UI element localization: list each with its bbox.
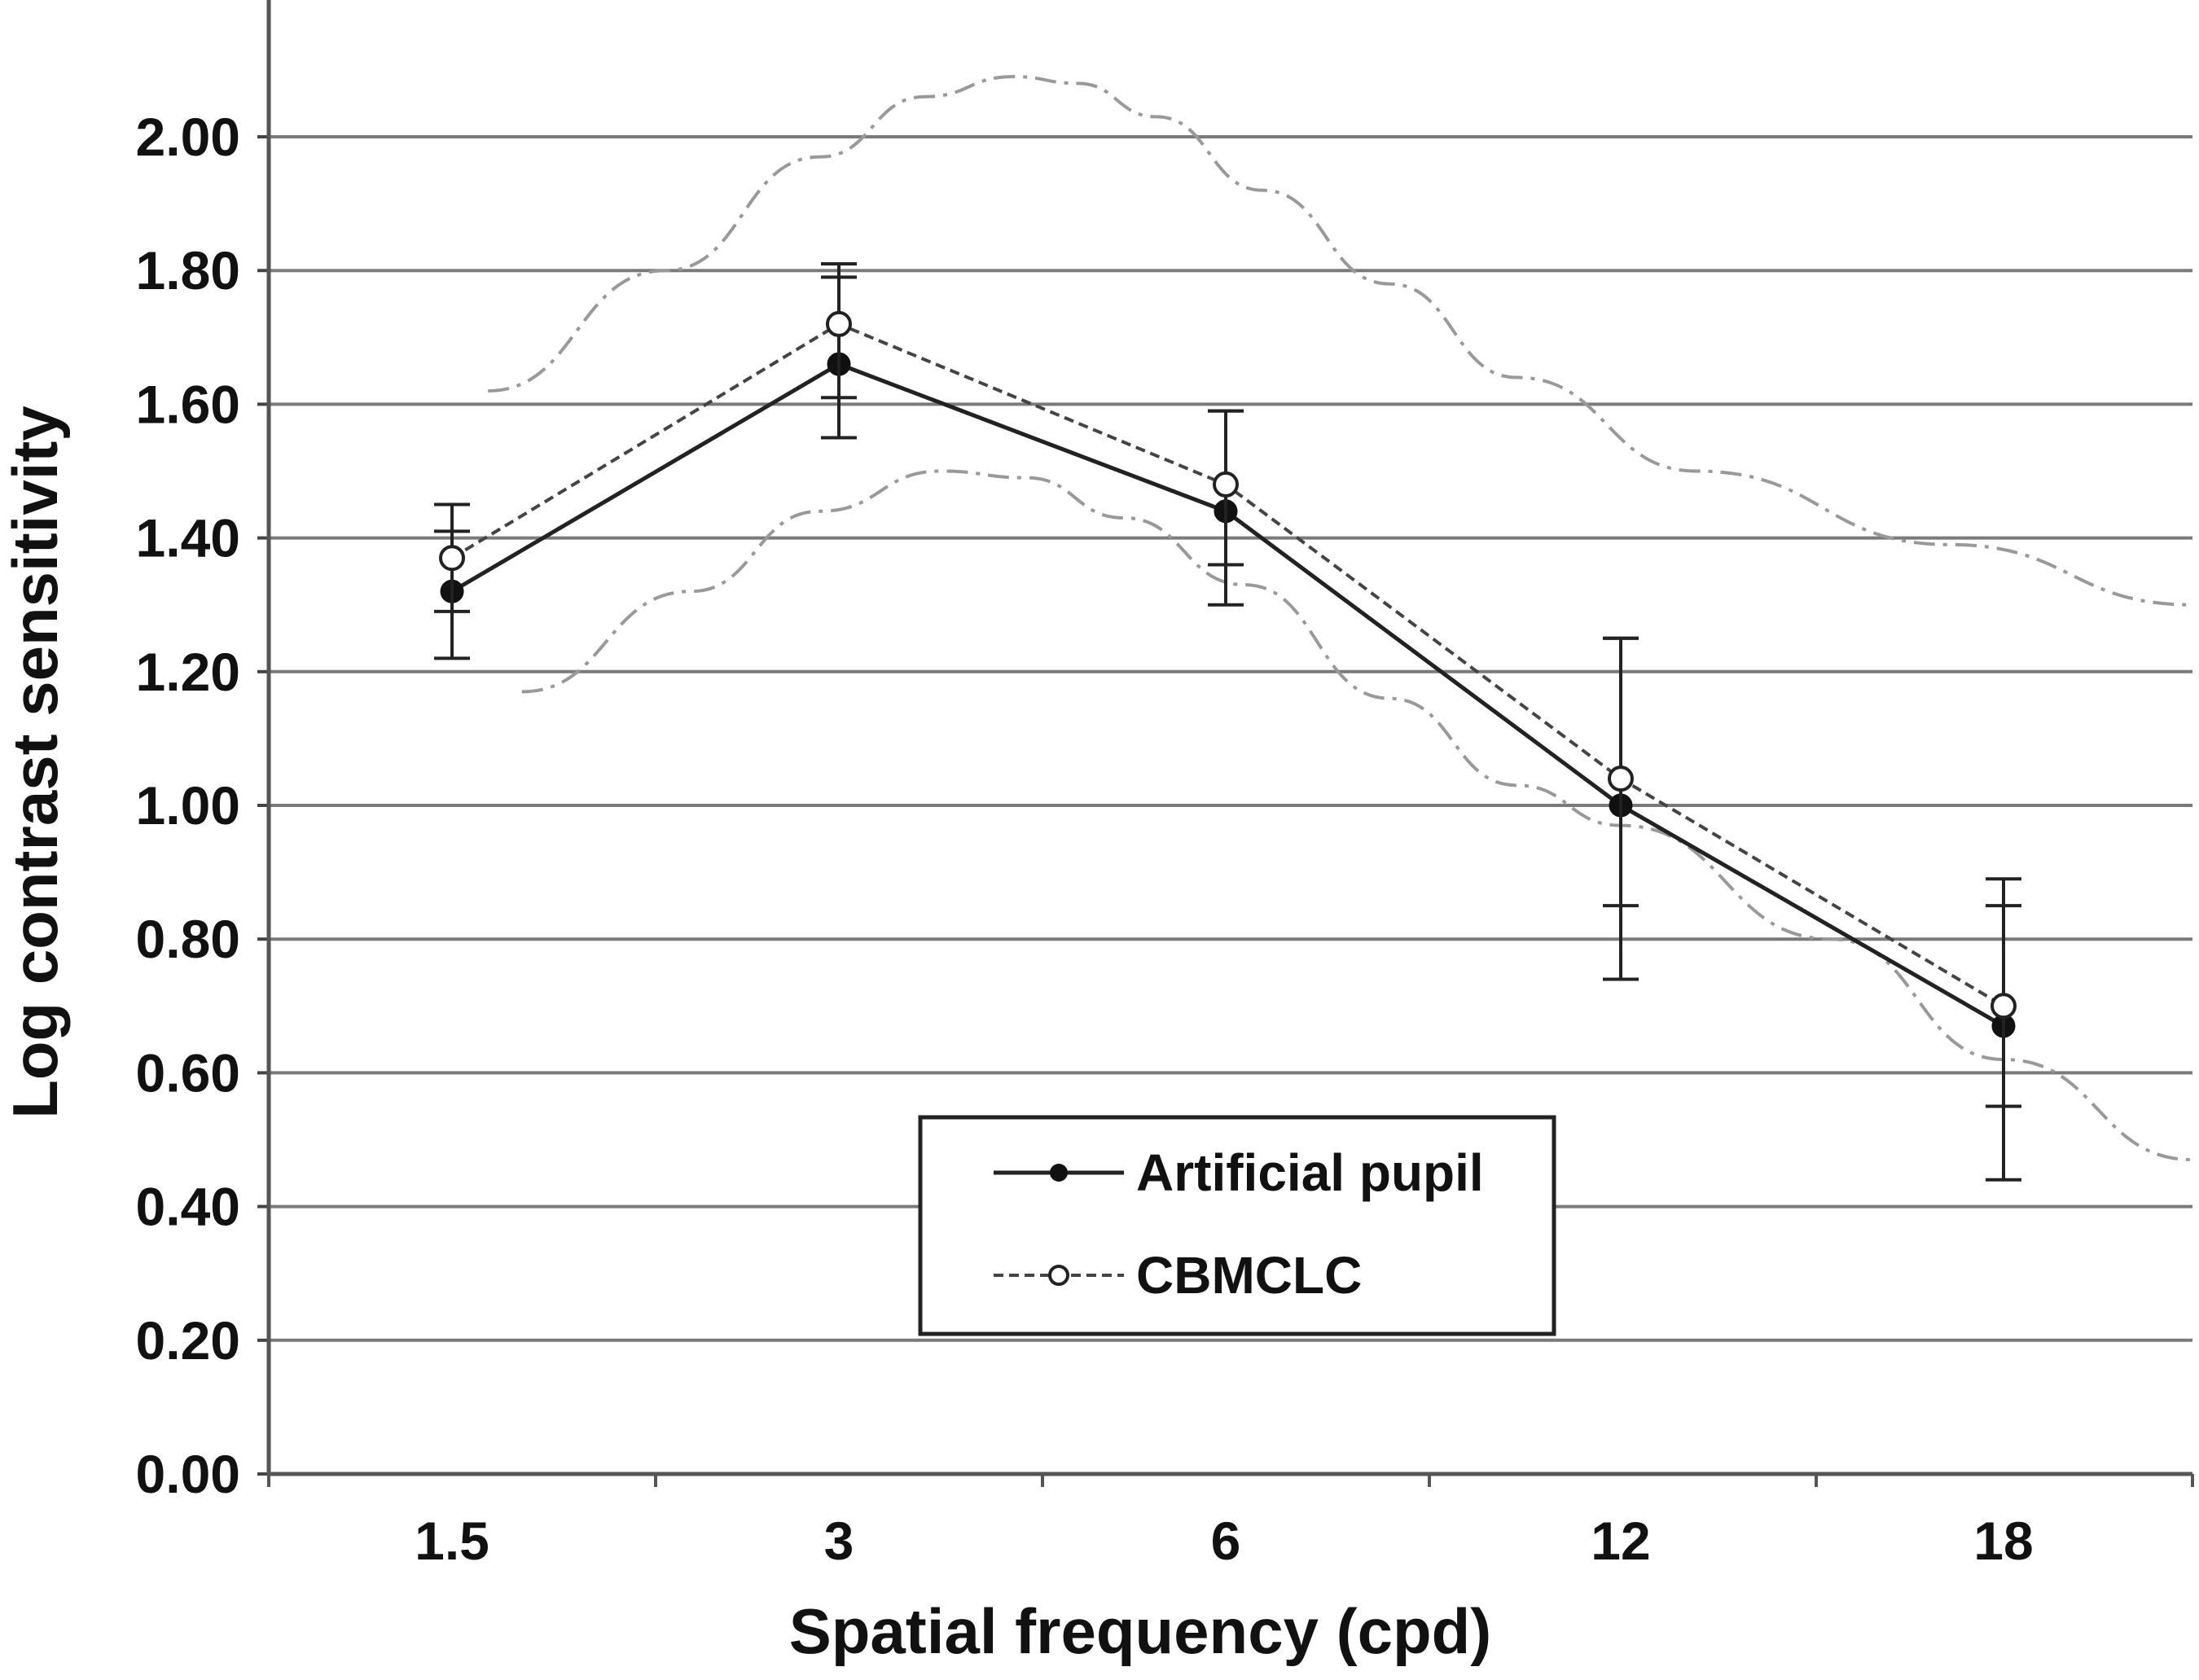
x-tick-label: 18: [1973, 1511, 2033, 1571]
axes: 0.00 0.20 0.40 0.60 0.80 1.00 1.20 1.40 1.60 1.80…: [136, 0, 2194, 1571]
y-tick-label: 1.20: [136, 642, 240, 702]
data-point: [1608, 765, 1634, 792]
y-tick-label: 0.20: [136, 1310, 240, 1371]
data-point: [439, 545, 465, 572]
data-series: [434, 261, 2021, 1182]
x-tick-label: 6: [1211, 1511, 1241, 1571]
x-tick-label: 1.5: [415, 1511, 489, 1571]
y-tick-label: 1.00: [136, 775, 240, 836]
legend-marker: [1048, 1265, 1069, 1286]
data-point: [826, 310, 852, 337]
series-line: [450, 362, 2005, 1029]
legend-item: CBMCLC: [994, 1246, 1362, 1305]
legend-label: Artificial pupil: [1136, 1143, 1484, 1202]
data-point: [1991, 993, 2017, 1020]
series-line: [450, 322, 2005, 1008]
x-tick-label: 12: [1591, 1511, 1650, 1571]
y-tick-label: 0.00: [136, 1444, 240, 1504]
normative-bands: [488, 75, 2193, 1162]
normative-band-upper: [488, 75, 2193, 607]
legend-label: CBMCLC: [1136, 1246, 1362, 1305]
y-tick-label: 1.80: [136, 240, 240, 300]
gridlines: [269, 135, 2192, 1342]
x-tick-label: 3: [824, 1511, 854, 1571]
y-tick-label: 1.60: [136, 374, 240, 434]
legend: Artificial pupil CBMCLC: [918, 1115, 1556, 1336]
y-axis-title: Log contrast sensitivity: [0, 406, 71, 1119]
y-tick-label: 0.80: [136, 909, 240, 969]
legend-marker: [1050, 1164, 1068, 1182]
y-tick-label: 1.40: [136, 508, 240, 568]
y-tick-label: 0.40: [136, 1177, 240, 1237]
y-tick-label: 2.00: [136, 107, 240, 167]
normative-band-lower: [521, 469, 2193, 1162]
x-axis-title: Spatial frequency (cpd): [789, 1595, 1492, 1667]
y-tick-label: 0.60: [136, 1042, 240, 1103]
legend-box: [918, 1115, 1556, 1336]
series-artificial-pupil: [434, 275, 2021, 1182]
data-point: [1213, 471, 1239, 498]
legend-item: Artificial pupil: [994, 1143, 1484, 1202]
series-cbmclc: [434, 261, 2021, 1108]
